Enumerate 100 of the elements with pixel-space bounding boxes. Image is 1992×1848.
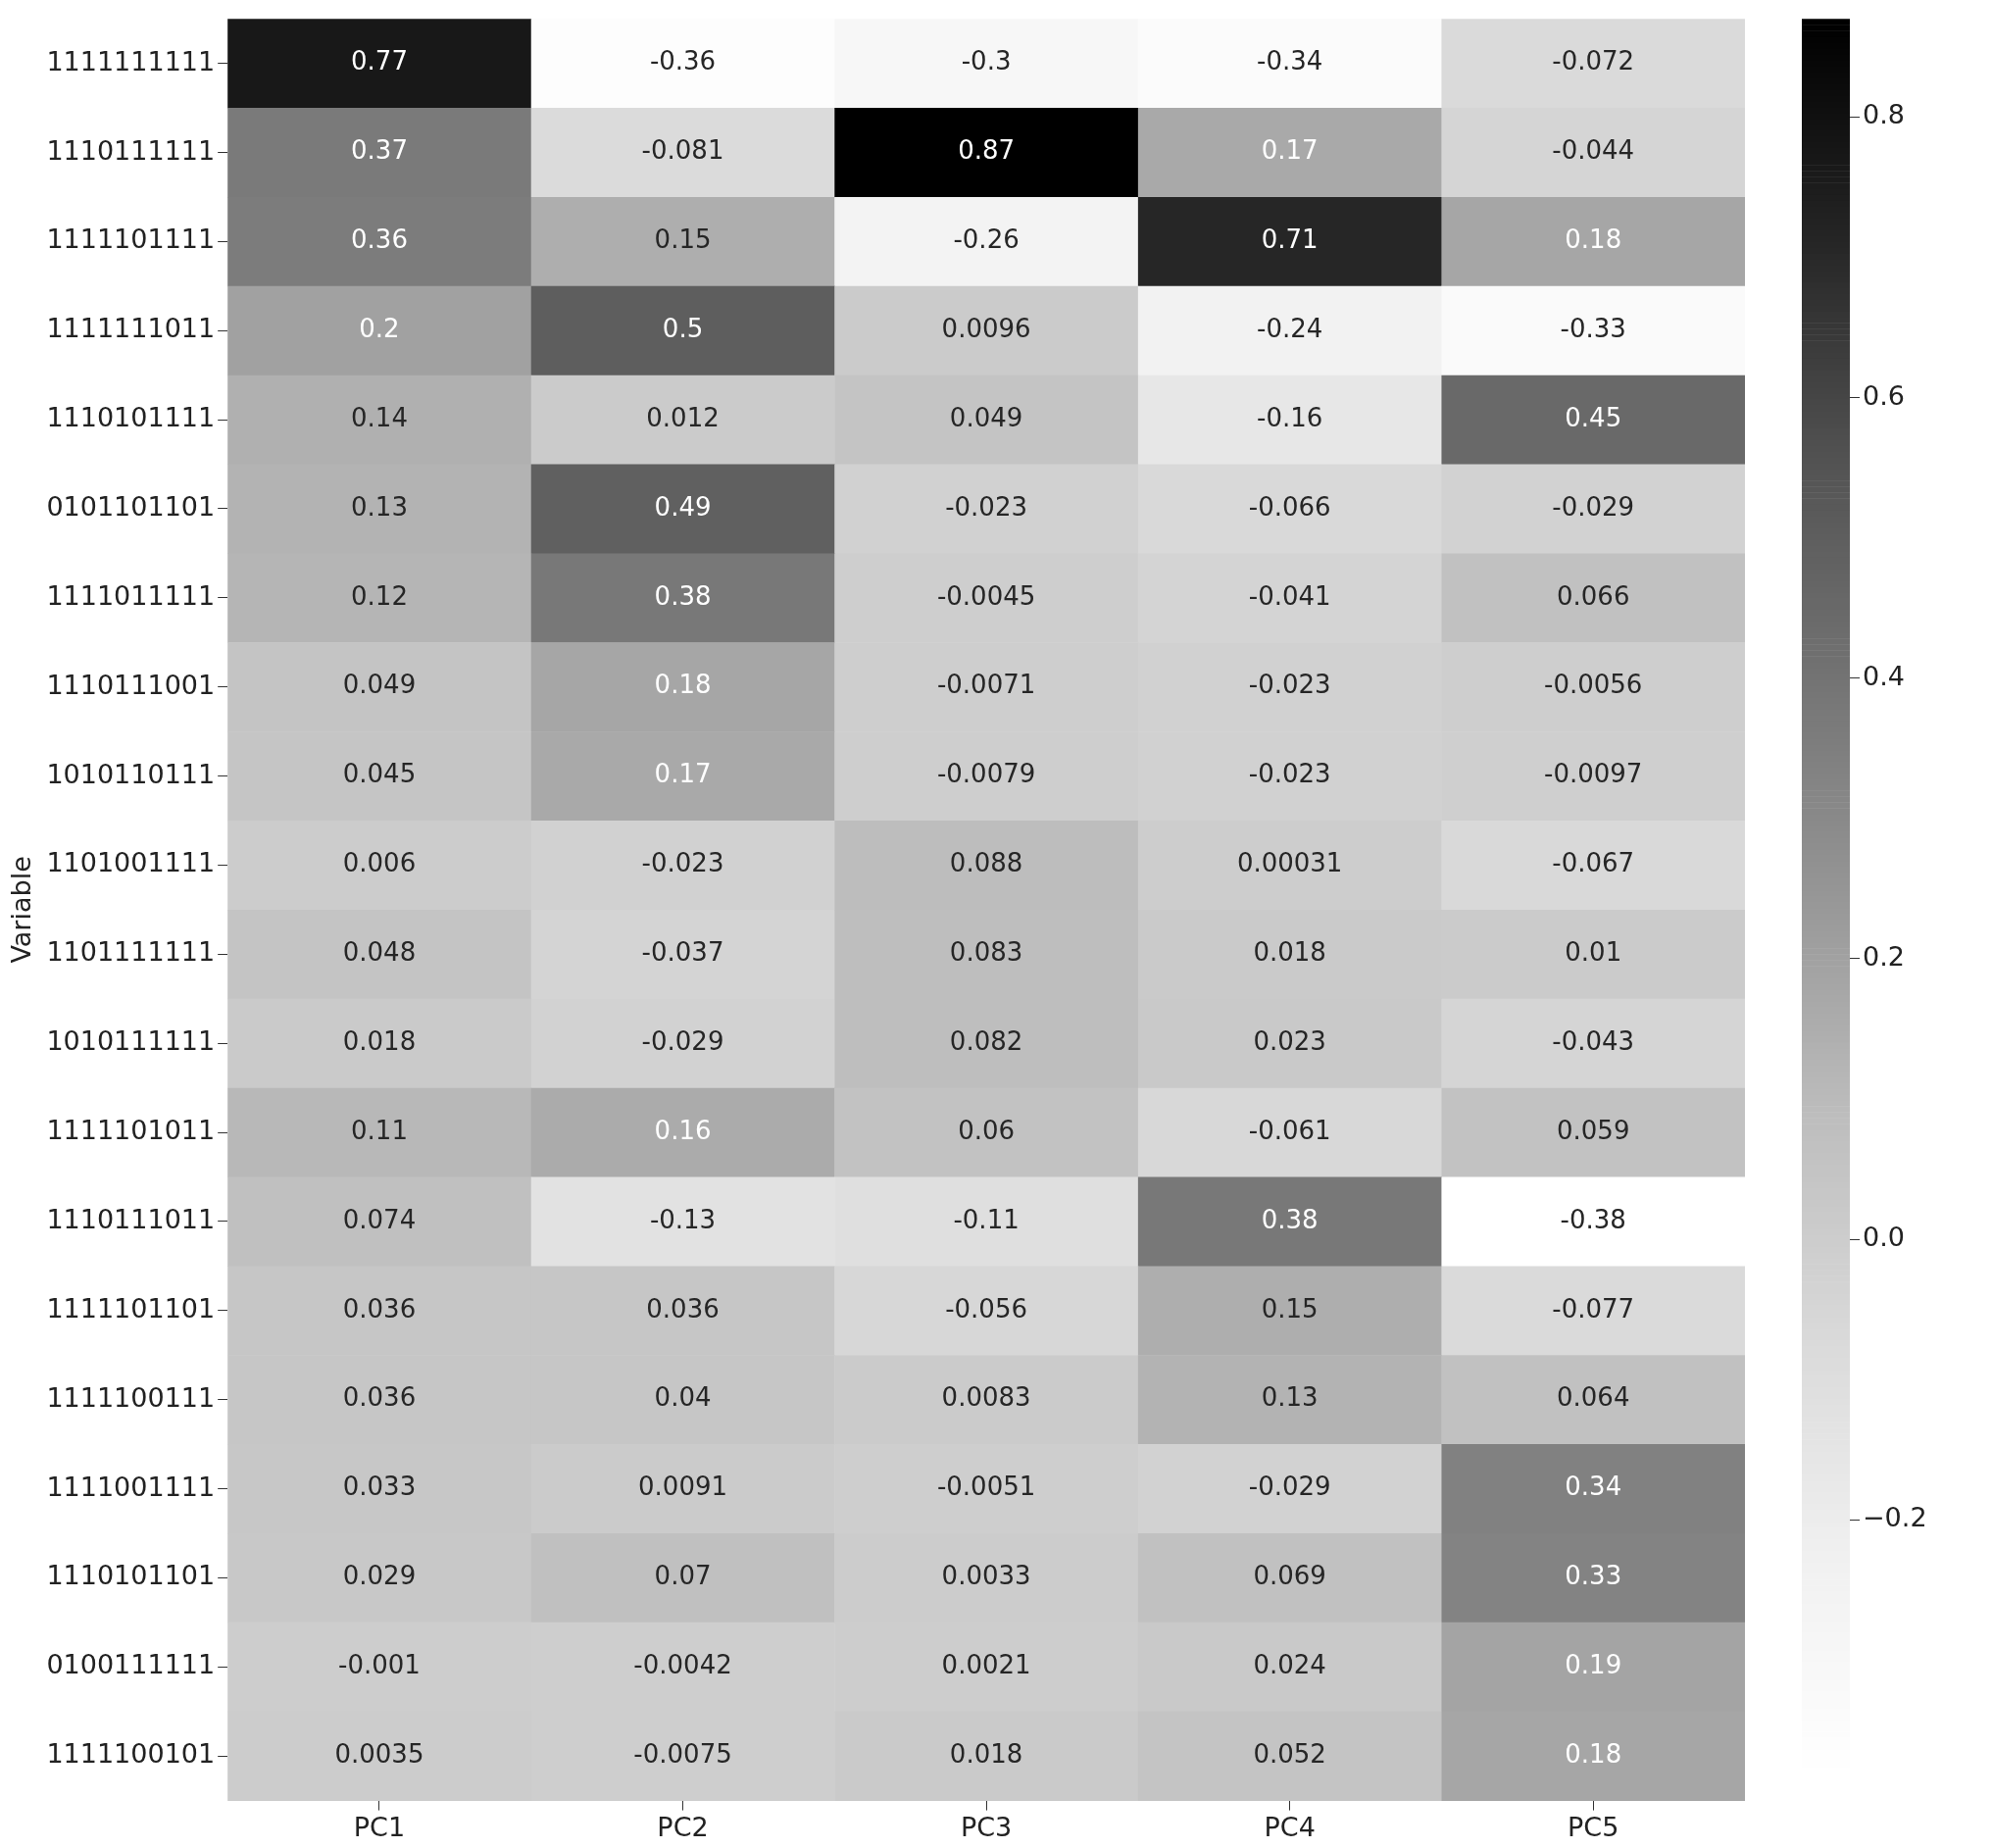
data-label: -0.36 bbox=[649, 46, 717, 76]
color-bar-label: −0.2 bbox=[1863, 1502, 1927, 1533]
data-label: -0.16 bbox=[1257, 402, 1323, 432]
data-label: 0.0035 bbox=[334, 1738, 424, 1769]
data-label: 0.00031 bbox=[1236, 848, 1343, 878]
color-bar-label: 0.8 bbox=[1863, 99, 1905, 130]
data-label: 0.059 bbox=[1557, 1115, 1630, 1145]
data-label: 0.34 bbox=[1565, 1472, 1622, 1502]
data-label: -0.066 bbox=[1248, 491, 1331, 522]
data-label: -0.11 bbox=[953, 1204, 1020, 1234]
data-label: -0.0045 bbox=[936, 580, 1036, 611]
y-tick-label: 1010110111 bbox=[46, 758, 216, 789]
data-label: 0.0096 bbox=[941, 313, 1031, 343]
data-label: 0.066 bbox=[1557, 580, 1630, 611]
data-label: -0.056 bbox=[945, 1293, 1028, 1324]
data-label: 0.0021 bbox=[941, 1650, 1031, 1680]
y-tick-label: 1101111111 bbox=[46, 936, 216, 968]
color-bar-label: 0.0 bbox=[1863, 1222, 1905, 1253]
data-label: 0.71 bbox=[1261, 225, 1319, 255]
data-label: 0.006 bbox=[342, 848, 417, 878]
data-label: 0.18 bbox=[1565, 1738, 1622, 1769]
data-label: 0.19 bbox=[1565, 1650, 1622, 1680]
data-label: 0.04 bbox=[654, 1382, 712, 1413]
data-label: -0.34 bbox=[1257, 46, 1323, 76]
data-label: 0.024 bbox=[1253, 1650, 1326, 1680]
data-label: -0.023 bbox=[1248, 670, 1331, 700]
data-label: 0.088 bbox=[949, 848, 1023, 878]
data-label: -0.029 bbox=[1248, 1472, 1331, 1502]
data-label: 0.13 bbox=[1261, 1382, 1319, 1413]
data-label: -0.029 bbox=[1552, 491, 1635, 522]
data-label: -0.043 bbox=[1552, 1025, 1635, 1056]
data-label: 0.048 bbox=[342, 937, 417, 968]
data-label: -0.001 bbox=[338, 1650, 421, 1680]
data-label: 0.083 bbox=[949, 937, 1023, 968]
data-label: 0.069 bbox=[1253, 1561, 1326, 1591]
data-label: 0.36 bbox=[351, 225, 408, 255]
data-label: -0.029 bbox=[641, 1025, 724, 1056]
data-label: 0.5 bbox=[662, 313, 704, 343]
data-label: 0.45 bbox=[1565, 402, 1622, 432]
data-label: -0.26 bbox=[953, 225, 1020, 255]
data-label: 0.16 bbox=[654, 1115, 712, 1145]
data-label: 0.18 bbox=[654, 670, 712, 700]
data-label: -0.023 bbox=[945, 491, 1028, 522]
data-label: -0.0056 bbox=[1544, 670, 1643, 700]
x-tick-label: PC5 bbox=[1568, 1811, 1619, 1842]
y-tick-label: 1110111001 bbox=[46, 669, 216, 700]
data-label: 0.029 bbox=[342, 1561, 417, 1591]
data-label: 0.064 bbox=[1557, 1382, 1630, 1413]
data-label: 0.074 bbox=[342, 1204, 417, 1234]
data-label: 0.77 bbox=[351, 46, 408, 76]
x-tick-label: PC2 bbox=[657, 1811, 709, 1842]
data-label: 0.87 bbox=[958, 135, 1016, 166]
data-label: 0.018 bbox=[949, 1738, 1023, 1769]
data-label: 0.11 bbox=[351, 1115, 408, 1145]
data-label: -0.067 bbox=[1552, 848, 1635, 878]
data-label: -0.037 bbox=[641, 937, 724, 968]
data-label: 0.052 bbox=[1253, 1738, 1326, 1769]
data-label: -0.041 bbox=[1248, 580, 1331, 611]
data-label: 0.06 bbox=[958, 1115, 1016, 1145]
data-label: 0.17 bbox=[654, 759, 712, 789]
data-label: 0.023 bbox=[1253, 1025, 1326, 1056]
data-label: 0.012 bbox=[646, 402, 720, 432]
data-label: 0.049 bbox=[949, 402, 1023, 432]
data-label: 0.13 bbox=[351, 491, 408, 522]
data-label: -0.0042 bbox=[633, 1650, 732, 1680]
data-label: -0.077 bbox=[1552, 1293, 1635, 1324]
x-tick-label: PC3 bbox=[960, 1811, 1013, 1842]
data-label: 0.49 bbox=[654, 491, 712, 522]
data-label: 0.082 bbox=[949, 1025, 1023, 1056]
data-label: 0.07 bbox=[654, 1561, 712, 1591]
data-label: 0.036 bbox=[342, 1293, 417, 1324]
data-label: -0.044 bbox=[1552, 135, 1635, 166]
data-label: 0.018 bbox=[1253, 937, 1326, 968]
data-label: 0.37 bbox=[351, 135, 408, 166]
data-label: 0.049 bbox=[342, 670, 417, 700]
data-label: 0.38 bbox=[1261, 1204, 1319, 1234]
data-label: 0.045 bbox=[342, 759, 417, 789]
color-bar-label: 0.4 bbox=[1863, 660, 1905, 691]
color-bar-label: 0.6 bbox=[1863, 379, 1905, 411]
x-tick-label: PC1 bbox=[353, 1811, 406, 1842]
data-label: 0.0091 bbox=[638, 1472, 728, 1502]
color-bar-label: 0.2 bbox=[1863, 941, 1905, 973]
data-label: -0.24 bbox=[1257, 313, 1323, 343]
y-tick-label: 1110111011 bbox=[46, 1203, 216, 1234]
y-tick-label: 1111100101 bbox=[46, 1738, 216, 1770]
data-label: -0.0097 bbox=[1544, 759, 1643, 789]
data-label: -0.023 bbox=[1248, 759, 1331, 789]
data-label: 0.036 bbox=[342, 1382, 417, 1413]
y-tick-label: 0100111111 bbox=[46, 1649, 216, 1680]
data-label: -0.081 bbox=[641, 135, 724, 166]
data-label: 0.15 bbox=[654, 225, 712, 255]
y-tick-label: 1111100111 bbox=[46, 1381, 216, 1413]
y-axis-title: Variable bbox=[6, 856, 37, 964]
data-label: -0.0075 bbox=[633, 1738, 732, 1769]
data-label: -0.0079 bbox=[936, 759, 1036, 789]
y-tick-label: 1110101101 bbox=[46, 1560, 216, 1591]
x-tick-label: PC4 bbox=[1264, 1811, 1316, 1842]
data-label: -0.3 bbox=[961, 46, 1012, 76]
data-label: 0.33 bbox=[1565, 1561, 1622, 1591]
y-tick-label: 1010111111 bbox=[46, 1025, 216, 1057]
